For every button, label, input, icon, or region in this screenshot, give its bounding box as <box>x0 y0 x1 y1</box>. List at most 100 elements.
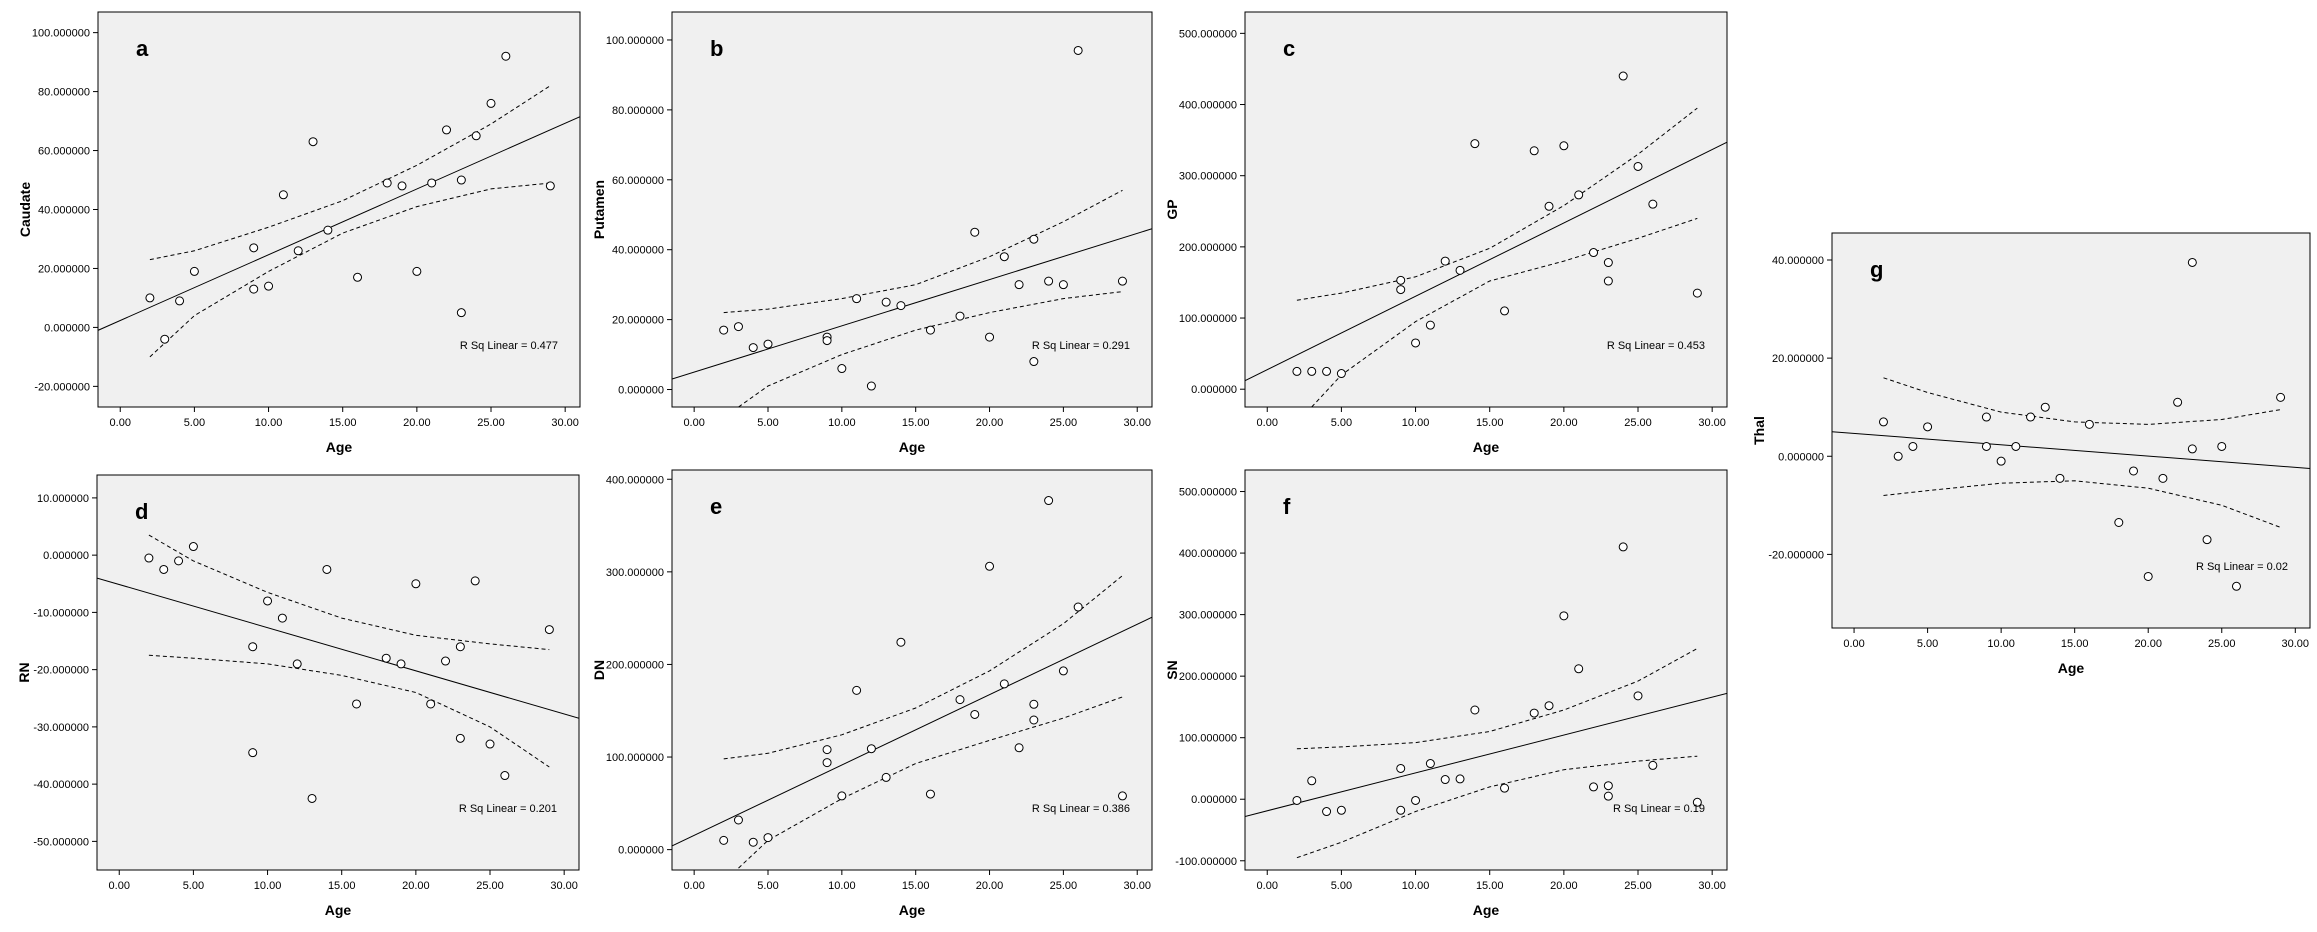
data-point <box>1603 258 1613 268</box>
data-point <box>822 758 832 768</box>
data-point <box>277 613 287 623</box>
data-point <box>144 553 154 563</box>
x-tick-label: 15.00 <box>902 880 930 892</box>
data-point <box>249 284 259 294</box>
y-tick-label: -40.000000 <box>33 779 89 791</box>
data-point <box>456 175 466 185</box>
data-point <box>249 243 259 253</box>
panel-f: 0.00 5.00 10.00 15.00 20.00 25.00 30.00 -100.00… <box>1164 469 1728 918</box>
x-tick-label: 30.00 <box>551 417 579 429</box>
data-point <box>925 789 935 799</box>
x-axis-label: Age <box>2058 660 2085 676</box>
data-point <box>1878 417 1888 427</box>
data-point <box>1029 715 1039 725</box>
plot-content <box>97 534 579 803</box>
y-tick-label: 500.000000 <box>1179 28 1237 40</box>
data-point <box>160 334 170 344</box>
data-point <box>1603 781 1613 791</box>
data-point <box>2011 441 2021 451</box>
y-tick-label: -20.000000 <box>1768 549 1824 561</box>
ci-upper-line <box>1296 648 1698 750</box>
data-point <box>1470 139 1480 149</box>
ci-lower-line <box>1296 755 1698 859</box>
data-point <box>486 98 496 108</box>
ci-lower-line <box>1883 480 2281 528</box>
data-point <box>1411 795 1421 805</box>
data-point <box>999 679 1009 689</box>
data-point <box>1044 276 1054 286</box>
y-tick-label: 20.000000 <box>612 315 664 327</box>
data-point <box>881 297 891 307</box>
x-tick-label: 0.00 <box>1257 417 1278 429</box>
x-axis-label: Age <box>899 439 926 455</box>
data-point <box>2276 392 2286 402</box>
data-point <box>1500 306 1510 316</box>
y-tick-label: 300.000000 <box>606 567 664 579</box>
plot-area <box>1831 232 2311 629</box>
plot-content <box>672 496 1152 869</box>
y-tick-label: 400.000000 <box>606 474 664 486</box>
data-point <box>175 296 185 306</box>
data-point <box>2187 257 2197 267</box>
ci-upper-line <box>1296 107 1698 301</box>
y-tick-label: 100.000000 <box>32 28 90 40</box>
panel-letter: g <box>1870 257 1883 282</box>
y-axis-label: RN <box>16 662 32 682</box>
fit-line <box>672 228 1152 380</box>
y-tick-label: 0.000000 <box>618 385 664 397</box>
data-point <box>2187 444 2197 454</box>
y-tick-label: 10.000000 <box>37 493 89 505</box>
data-point <box>1500 783 1510 793</box>
y-tick-label: 0.000000 <box>43 550 89 562</box>
x-tick-label: 10.00 <box>1402 880 1430 892</box>
x-tick-label: 5.00 <box>1917 638 1938 650</box>
data-point <box>1014 743 1024 753</box>
data-point <box>1425 320 1435 330</box>
data-point <box>896 301 906 311</box>
x-tick-label: 10.00 <box>255 417 283 429</box>
x-axis-label: Age <box>1473 902 1500 918</box>
plot-content <box>1245 542 1727 859</box>
data-point <box>748 343 758 353</box>
data-point <box>2114 518 2124 528</box>
y-tick-label: 100.000000 <box>606 35 664 47</box>
panel-g: 0.00 5.00 10.00 15.00 20.00 25.00 30.00 -20.000… <box>1751 232 2311 676</box>
y-axis-label: DN <box>591 660 607 680</box>
data-point <box>852 685 862 695</box>
y-axis-label: Caudate <box>17 182 33 237</box>
y-tick-label: 100.000000 <box>1179 313 1237 325</box>
data-point <box>1307 776 1317 786</box>
data-point <box>1574 664 1584 674</box>
data-point <box>1014 280 1024 290</box>
data-point <box>985 561 995 571</box>
x-tick-label: 20.00 <box>976 880 1004 892</box>
data-point <box>733 815 743 825</box>
data-point <box>2026 412 2036 422</box>
data-point <box>1292 366 1302 376</box>
data-point <box>1559 611 1569 621</box>
y-tick-label: 200.000000 <box>606 659 664 671</box>
r-squared-label: R Sq Linear = 0.02 <box>2196 561 2288 573</box>
y-tick-label: -50.000000 <box>33 836 89 848</box>
data-point <box>426 699 436 709</box>
y-tick-label: 80.000000 <box>38 87 90 99</box>
data-point <box>925 325 935 335</box>
y-tick-label: -20.000000 <box>34 381 90 393</box>
y-tick-label: 0.000000 <box>1778 451 1824 463</box>
plot-content <box>672 45 1152 407</box>
y-axis-label: GP <box>1164 199 1180 219</box>
panel-letter: e <box>710 494 722 519</box>
data-point <box>396 659 406 669</box>
data-point <box>1396 285 1406 295</box>
data-point <box>866 381 876 391</box>
data-point <box>307 793 317 803</box>
data-point <box>264 281 274 291</box>
y-tick-label: 0.000000 <box>44 322 90 334</box>
data-point <box>733 322 743 332</box>
data-point <box>1574 190 1584 200</box>
data-point <box>471 131 481 141</box>
x-tick-label: 20.00 <box>402 880 430 892</box>
data-point <box>1633 691 1643 701</box>
y-axis-label: SN <box>1164 660 1180 679</box>
data-point <box>1455 774 1465 784</box>
